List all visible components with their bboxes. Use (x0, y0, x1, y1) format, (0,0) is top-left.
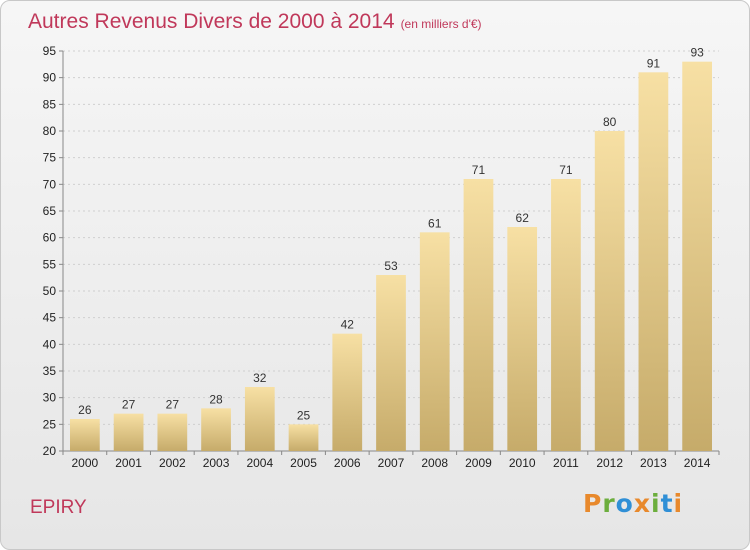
proxiti-logo: Proxiti (583, 489, 683, 518)
value-label: 25 (297, 408, 311, 422)
y-tick-label: 40 (43, 337, 57, 351)
bar (551, 179, 581, 451)
value-label: 61 (428, 216, 442, 230)
value-label: 26 (78, 403, 92, 417)
chart-unit-label: (en milliers d'€) (400, 17, 482, 31)
value-label: 71 (472, 163, 486, 177)
value-label: 93 (690, 46, 704, 60)
y-tick-label: 25 (43, 417, 57, 431)
y-tick-label: 60 (43, 231, 57, 245)
bar (594, 131, 625, 451)
logo-letter: i (651, 489, 661, 518)
logo-letter: P (583, 489, 603, 518)
y-tick-label: 45 (43, 311, 57, 325)
value-label: 62 (516, 211, 530, 225)
bar (288, 424, 319, 451)
y-tick-label: 85 (43, 97, 57, 111)
x-tick-label: 2007 (378, 456, 405, 470)
x-tick-label: 2006 (334, 456, 361, 470)
value-label: 27 (122, 398, 136, 412)
logo-letter: o (615, 489, 634, 518)
value-label: 42 (341, 318, 355, 332)
y-tick-label: 75 (43, 151, 57, 165)
value-label: 91 (647, 56, 661, 70)
bar (113, 413, 144, 451)
x-tick-label: 2013 (640, 456, 667, 470)
x-tick-label: 2008 (421, 456, 448, 470)
logo-letter: t (660, 489, 674, 518)
bar (244, 387, 275, 451)
bar (463, 179, 494, 451)
town-name: EPIRY (30, 497, 87, 518)
bar (638, 72, 669, 451)
bar (69, 419, 100, 451)
logo-letter: r (602, 489, 616, 518)
x-tick-label: 2010 (509, 456, 536, 470)
x-tick-label: 2012 (596, 456, 623, 470)
bar (332, 333, 363, 451)
bar (507, 227, 538, 451)
x-tick-label: 2001 (115, 456, 142, 470)
y-tick-label: 95 (43, 44, 57, 58)
chart-title: Autres Revenus Divers de 2000 à 2014 (en … (28, 10, 482, 34)
bar (376, 275, 406, 451)
y-tick-label: 90 (43, 71, 57, 85)
x-tick-label: 2005 (290, 456, 317, 470)
x-tick-label: 2011 (553, 456, 579, 470)
bar (157, 413, 188, 451)
y-tick-label: 65 (43, 204, 57, 218)
y-tick-label: 55 (43, 257, 57, 271)
chart-title-text: Autres Revenus Divers de 2000 à 2014 (28, 10, 395, 33)
y-tick-label: 80 (43, 124, 57, 138)
bars (69, 61, 713, 452)
y-tick-label: 35 (43, 364, 57, 378)
bar (201, 408, 231, 451)
value-label: 53 (384, 259, 398, 273)
bar (419, 232, 450, 451)
logo-letter: i (673, 489, 684, 518)
bar (682, 61, 713, 452)
logo-letter: x (633, 489, 651, 518)
x-tick-label: 2002 (159, 456, 186, 470)
labels: 20 25 30 35 40 45 50 55 60 65 70 75 80 85 90 95 2000 26 20… (43, 44, 711, 470)
x-tick-label: 2000 (72, 456, 99, 470)
value-label: 80 (603, 115, 617, 129)
value-label: 28 (209, 392, 223, 406)
y-tick-label: 30 (43, 391, 57, 405)
value-label: 71 (559, 163, 573, 177)
x-tick-label: 2014 (684, 456, 711, 470)
x-tick-label: 2009 (465, 456, 492, 470)
x-tick-label: 2003 (203, 456, 230, 470)
y-tick-label: 70 (43, 177, 57, 191)
value-label: 32 (253, 371, 267, 385)
y-tick-label: 50 (43, 284, 57, 298)
x-tick-label: 2004 (246, 456, 273, 470)
y-tick-label: 20 (43, 444, 57, 458)
value-label: 27 (166, 398, 180, 412)
